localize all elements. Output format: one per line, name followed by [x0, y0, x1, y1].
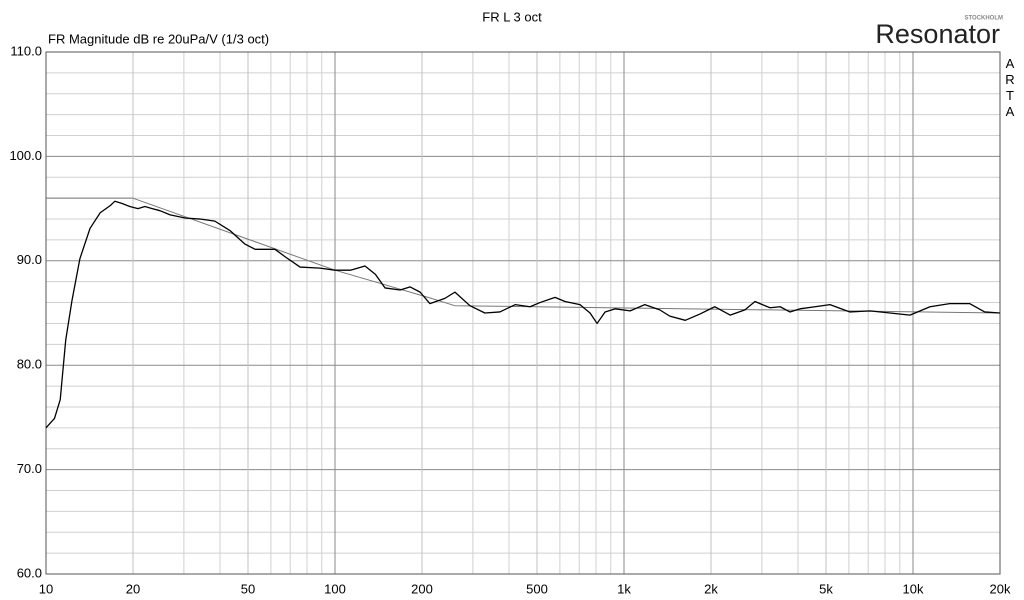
x-tick-label: 50: [241, 581, 255, 596]
y-tick-label: 100.0: [9, 148, 42, 163]
x-tick-label: 5k: [819, 581, 833, 596]
logo-city: STOCKHOLM: [964, 16, 1003, 22]
logo-name: Resonator: [875, 19, 1000, 49]
chart-title: FR L 3 oct: [482, 9, 542, 24]
y-tick-label: 60.0: [17, 565, 42, 580]
x-tick-label: 10: [39, 581, 53, 596]
x-tick-label: 500: [526, 581, 548, 596]
x-tick-label: 20k: [990, 581, 1011, 596]
side-label: ARTA: [1003, 56, 1018, 120]
series-line: [45, 200, 1001, 429]
y-tick-label: 70.0: [17, 461, 42, 476]
y-axis-label: FR Magnitude dB re 20uPa/V (1/3 oct): [48, 31, 269, 46]
x-tick-label: 10k: [903, 581, 924, 596]
x-tick-label: 200: [411, 581, 433, 596]
x-tick-label: 100: [324, 581, 346, 596]
x-tick-label: 20: [126, 581, 140, 596]
x-tick-label: 2k: [704, 581, 718, 596]
y-tick-label: 80.0: [17, 357, 42, 372]
x-tick-label: 1k: [617, 581, 631, 596]
y-tick-label: 90.0: [17, 252, 42, 267]
y-tick-label: 110.0: [10, 43, 42, 58]
